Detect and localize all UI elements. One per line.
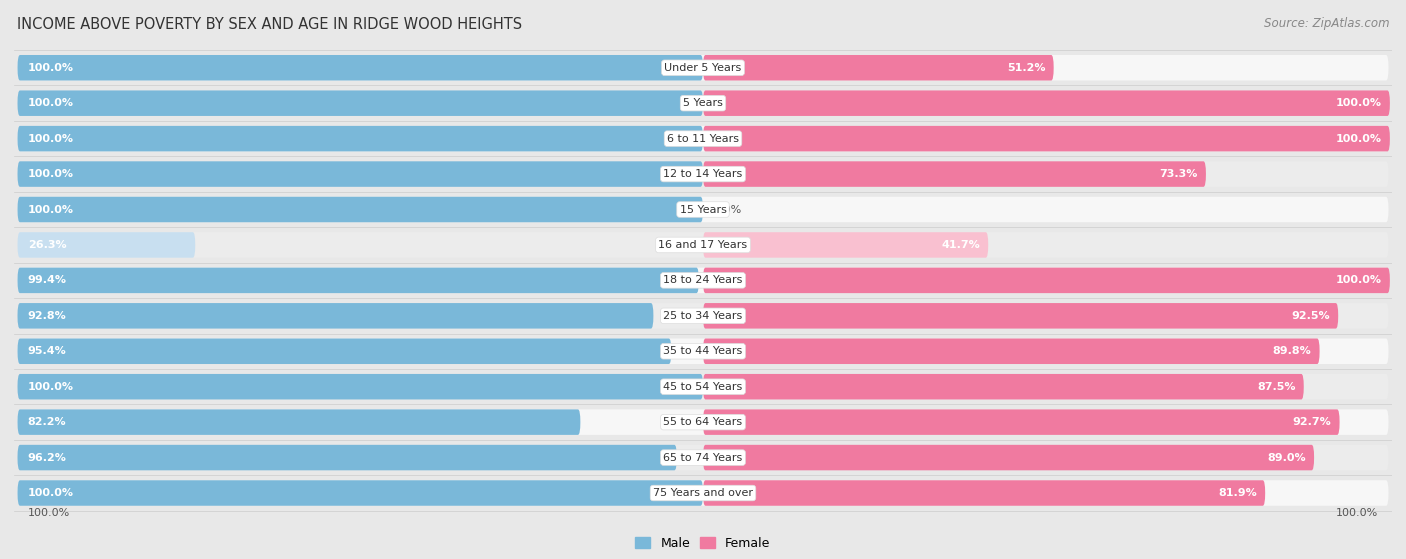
Text: 100.0%: 100.0% [28,382,75,392]
Text: 100.0%: 100.0% [28,134,75,144]
FancyBboxPatch shape [17,197,703,222]
Text: 100.0%: 100.0% [28,63,75,73]
FancyBboxPatch shape [17,126,703,151]
FancyBboxPatch shape [703,339,1320,364]
FancyBboxPatch shape [17,339,1389,364]
Text: 100.0%: 100.0% [28,98,75,108]
Text: 35 to 44 Years: 35 to 44 Years [664,346,742,356]
Legend: Male, Female: Male, Female [630,532,776,555]
FancyBboxPatch shape [17,55,703,80]
Text: 75 Years and over: 75 Years and over [652,488,754,498]
Text: 100.0%: 100.0% [1336,508,1378,518]
FancyBboxPatch shape [17,126,1389,151]
Text: 92.7%: 92.7% [1292,417,1331,427]
FancyBboxPatch shape [17,409,1389,435]
Text: 41.7%: 41.7% [941,240,980,250]
Text: 95.4%: 95.4% [28,346,66,356]
FancyBboxPatch shape [17,303,654,329]
FancyBboxPatch shape [703,268,1391,293]
FancyBboxPatch shape [17,409,581,435]
Text: 92.5%: 92.5% [1291,311,1330,321]
FancyBboxPatch shape [703,232,988,258]
Text: Under 5 Years: Under 5 Years [665,63,741,73]
Text: 18 to 24 Years: 18 to 24 Years [664,276,742,286]
Text: 92.8%: 92.8% [28,311,66,321]
FancyBboxPatch shape [703,374,1303,400]
FancyBboxPatch shape [17,374,1389,400]
FancyBboxPatch shape [17,268,1389,293]
FancyBboxPatch shape [703,55,1053,80]
Text: 15 Years: 15 Years [679,205,727,215]
Text: 65 to 74 Years: 65 to 74 Years [664,453,742,463]
Text: 100.0%: 100.0% [1336,98,1382,108]
Text: INCOME ABOVE POVERTY BY SEX AND AGE IN RIDGE WOOD HEIGHTS: INCOME ABOVE POVERTY BY SEX AND AGE IN R… [17,17,522,32]
FancyBboxPatch shape [703,303,1339,329]
FancyBboxPatch shape [703,91,1391,116]
Text: 5 Years: 5 Years [683,98,723,108]
Text: 82.2%: 82.2% [28,417,66,427]
FancyBboxPatch shape [703,409,1340,435]
Text: 55 to 64 Years: 55 to 64 Years [664,417,742,427]
Text: 100.0%: 100.0% [28,508,70,518]
Text: 51.2%: 51.2% [1007,63,1046,73]
Text: 96.2%: 96.2% [28,453,66,463]
Text: 73.3%: 73.3% [1160,169,1198,179]
FancyBboxPatch shape [17,232,195,258]
Text: 87.5%: 87.5% [1257,382,1295,392]
FancyBboxPatch shape [17,480,703,506]
Text: 81.9%: 81.9% [1218,488,1257,498]
FancyBboxPatch shape [17,339,671,364]
FancyBboxPatch shape [17,232,1389,258]
FancyBboxPatch shape [17,268,699,293]
Text: 100.0%: 100.0% [28,488,75,498]
Text: 100.0%: 100.0% [1336,276,1382,286]
Text: 100.0%: 100.0% [28,205,75,215]
FancyBboxPatch shape [17,91,1389,116]
FancyBboxPatch shape [703,162,1206,187]
FancyBboxPatch shape [703,445,1315,470]
Text: 16 and 17 Years: 16 and 17 Years [658,240,748,250]
Text: 45 to 54 Years: 45 to 54 Years [664,382,742,392]
FancyBboxPatch shape [17,197,1389,222]
FancyBboxPatch shape [703,126,1391,151]
Text: 99.4%: 99.4% [28,276,67,286]
Text: 25 to 34 Years: 25 to 34 Years [664,311,742,321]
FancyBboxPatch shape [17,480,1389,506]
FancyBboxPatch shape [17,445,1389,470]
Text: Source: ZipAtlas.com: Source: ZipAtlas.com [1264,17,1389,30]
FancyBboxPatch shape [17,55,1389,80]
FancyBboxPatch shape [17,303,1389,329]
FancyBboxPatch shape [17,374,703,400]
Text: 6 to 11 Years: 6 to 11 Years [666,134,740,144]
Text: 0.0%: 0.0% [713,205,741,215]
FancyBboxPatch shape [703,480,1265,506]
Text: 100.0%: 100.0% [28,169,75,179]
FancyBboxPatch shape [17,445,676,470]
Text: 12 to 14 Years: 12 to 14 Years [664,169,742,179]
Text: 26.3%: 26.3% [28,240,66,250]
FancyBboxPatch shape [17,162,703,187]
Text: 100.0%: 100.0% [1336,134,1382,144]
Text: 89.8%: 89.8% [1272,346,1312,356]
FancyBboxPatch shape [17,162,1389,187]
Text: 89.0%: 89.0% [1267,453,1306,463]
FancyBboxPatch shape [17,91,703,116]
